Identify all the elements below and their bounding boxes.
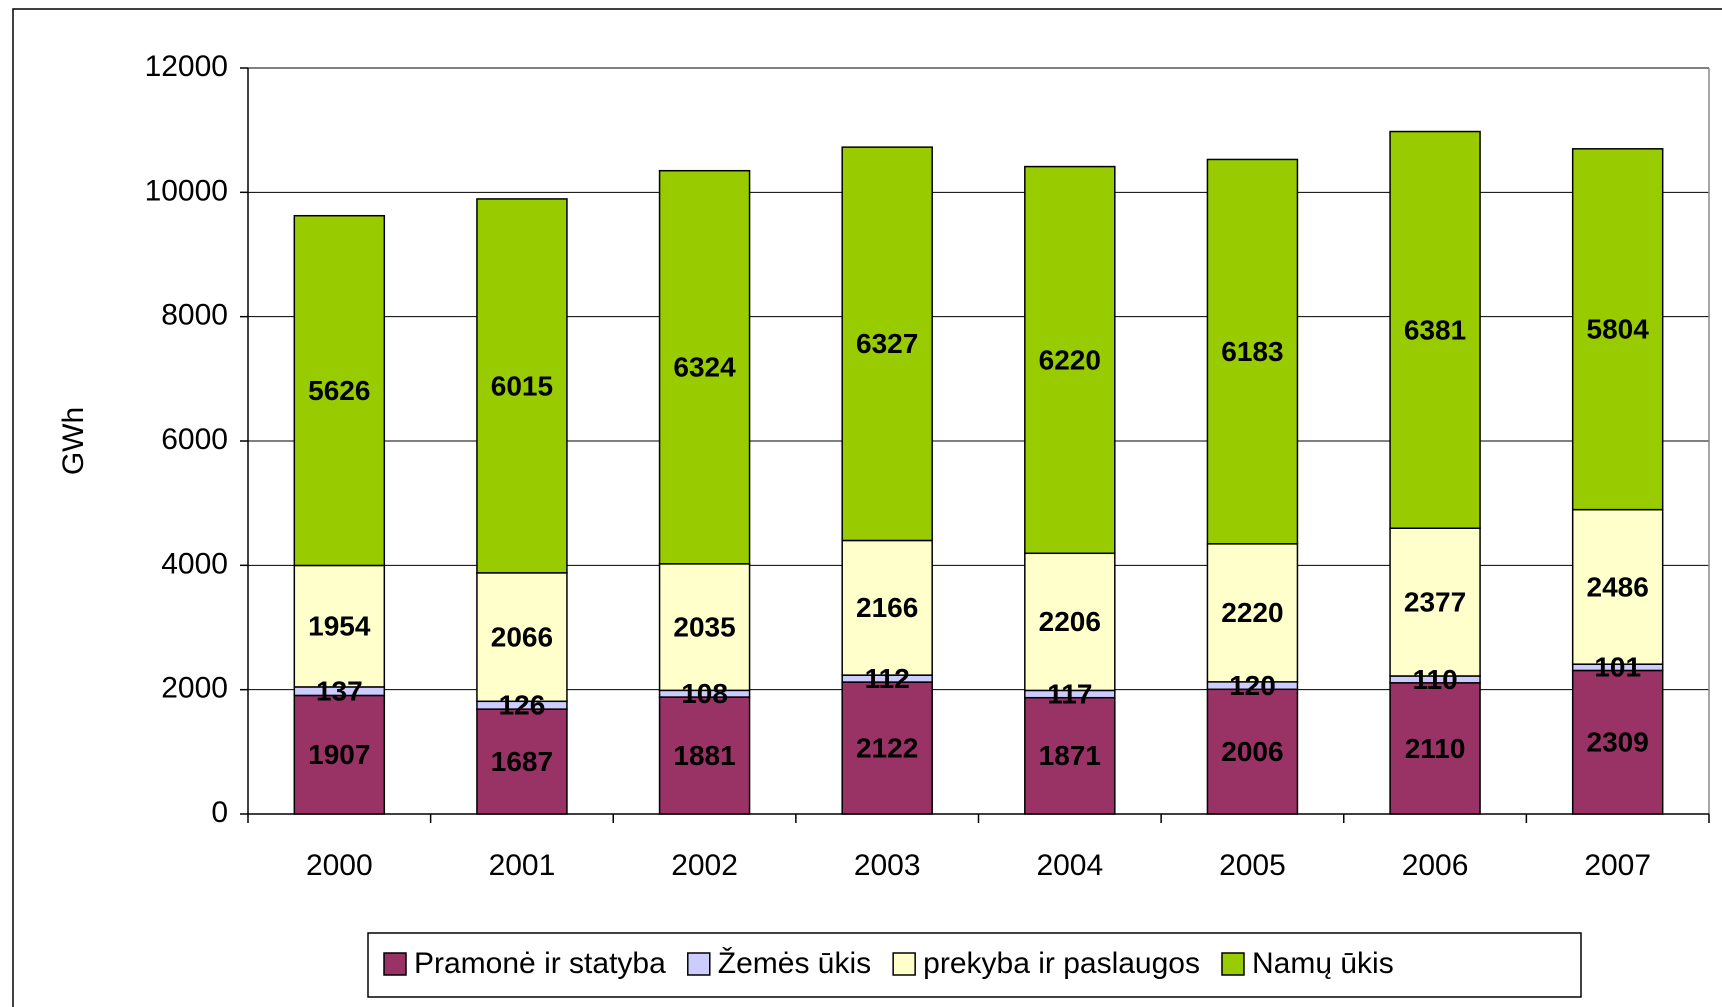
legend-swatch <box>383 952 407 976</box>
bar-segment <box>476 572 568 703</box>
data-label: 1954 <box>308 611 371 642</box>
x-tick-label: 2006 <box>1402 849 1469 882</box>
data-label: 117 <box>1047 678 1092 709</box>
data-label: 6015 <box>491 370 553 401</box>
data-label: 5626 <box>308 375 370 406</box>
x-tick-label: 2003 <box>854 849 921 882</box>
bar-segment <box>1206 543 1299 683</box>
legend-label: prekyba ir paslaugos <box>923 947 1200 980</box>
data-label: 1881 <box>673 740 735 771</box>
y-tick-label: 2000 <box>161 672 228 705</box>
bar-segment <box>1206 158 1299 545</box>
bar-segment <box>1571 669 1664 815</box>
data-label: 112 <box>865 663 910 694</box>
legend-swatch <box>1221 952 1245 976</box>
data-label: 2220 <box>1221 597 1283 628</box>
x-tick-label: 2004 <box>1036 849 1103 882</box>
bar-segment <box>476 198 568 574</box>
bar-segment <box>1389 682 1481 815</box>
bar-segment <box>1024 696 1116 815</box>
data-label: 6220 <box>1039 344 1101 375</box>
legend-label: Namų ūkis <box>1252 947 1394 980</box>
data-label: 126 <box>499 690 546 721</box>
legend-box <box>367 932 1582 998</box>
y-tick-label: 0 <box>211 796 228 829</box>
data-label: 101 <box>1594 652 1641 683</box>
data-label: 1687 <box>491 746 553 777</box>
data-label: 6381 <box>1404 314 1466 345</box>
data-label: 2206 <box>1039 606 1101 637</box>
bar-segment <box>658 169 751 565</box>
bar-segment <box>1206 688 1299 815</box>
legend: Pramonė ir statyba Žemės ūkis prekyba ir p… <box>367 932 1582 998</box>
bar-segment <box>293 564 386 688</box>
legend-swatch <box>687 952 711 976</box>
y-axis-label: GWh <box>57 407 90 475</box>
data-label: 2122 <box>856 732 918 763</box>
bar-segment <box>476 708 568 815</box>
data-label: 137 <box>316 676 363 707</box>
bar-segment <box>293 694 386 815</box>
legend-swatch <box>892 952 916 976</box>
bar-segment <box>841 681 933 815</box>
bar-segment <box>841 539 933 676</box>
y-tick-label: 6000 <box>161 423 228 456</box>
y-tick-label: 12000 <box>145 50 228 83</box>
data-label: 2486 <box>1587 571 1649 602</box>
bar-segment <box>1389 130 1481 529</box>
data-label: 2035 <box>673 611 735 642</box>
data-label: 6324 <box>673 352 736 383</box>
bar-segment <box>658 563 751 692</box>
data-label: 6327 <box>856 328 918 359</box>
data-label: 120 <box>1229 670 1276 701</box>
data-label: 1871 <box>1039 740 1101 771</box>
bar-segment <box>841 146 933 542</box>
data-label: 6183 <box>1221 336 1283 367</box>
data-label: 2006 <box>1221 736 1283 767</box>
data-label: 110 <box>1412 664 1457 695</box>
bar-segment <box>1571 508 1664 665</box>
bar-segment <box>658 696 751 815</box>
data-label: 2309 <box>1587 727 1649 758</box>
data-label: 5804 <box>1587 314 1650 345</box>
x-tick-label: 2000 <box>306 849 373 882</box>
y-tick-label: 8000 <box>161 299 228 332</box>
legend-label: Pramonė ir statyba <box>414 947 666 980</box>
y-tick-label: 10000 <box>145 174 228 207</box>
x-tick-label: 2005 <box>1219 849 1286 882</box>
data-label: 2377 <box>1404 586 1466 617</box>
data-label: 2110 <box>1405 733 1466 764</box>
bar-segment <box>1389 527 1481 677</box>
data-label: 108 <box>681 678 728 709</box>
y-tick-label: 4000 <box>161 547 228 580</box>
legend-label: Žemės ūkis <box>718 947 871 980</box>
x-tick-label: 2001 <box>489 849 556 882</box>
bar-segment <box>1024 165 1116 555</box>
bar-segment <box>1024 552 1116 692</box>
x-tick-label: 2007 <box>1584 849 1651 882</box>
data-label: 2166 <box>856 592 918 623</box>
x-tick-label: 2002 <box>671 849 738 882</box>
bar-segment <box>293 214 386 567</box>
bar-segment <box>1571 148 1664 511</box>
data-label: 1907 <box>308 739 370 770</box>
data-label: 2066 <box>491 621 553 652</box>
